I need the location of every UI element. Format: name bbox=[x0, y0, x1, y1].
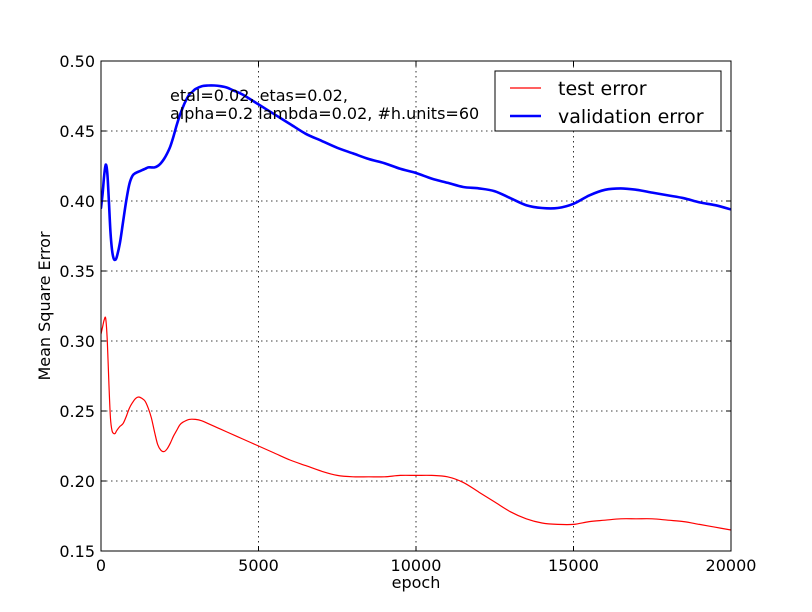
y-axis-label: Mean Square Error bbox=[35, 231, 54, 381]
y-tick-label: 0.30 bbox=[59, 332, 95, 351]
x-tick-label: 0 bbox=[96, 556, 106, 575]
y-tick-label: 0.20 bbox=[59, 472, 95, 491]
legend-box bbox=[494, 70, 722, 132]
x-tick-label: 20000 bbox=[706, 556, 757, 575]
tick-labels: 0 5000 10000 15000 20000 0.15 0.20 0.25 0.30 0.35… bbox=[59, 52, 756, 575]
x-tick-label: 15000 bbox=[548, 556, 599, 575]
series-line-test-error bbox=[101, 316, 731, 531]
y-tick-label: 0.15 bbox=[59, 542, 95, 561]
y-tick-label: 0.25 bbox=[59, 402, 95, 421]
legend: test error validation error bbox=[494, 70, 722, 132]
annotation-line-1: etal=0.02, etas=0.02, bbox=[170, 86, 348, 105]
annotation-line-2: alpha=0.2 lambda=0.02, #h.units=60 bbox=[170, 104, 479, 123]
series-line-validation-error bbox=[101, 84, 731, 262]
x-axis-label: epoch bbox=[392, 573, 441, 592]
ticks bbox=[100, 60, 732, 552]
x-tick-label: 10000 bbox=[391, 556, 442, 575]
legend-entry-test-error: test error bbox=[558, 78, 647, 100]
y-tick-label: 0.35 bbox=[59, 262, 95, 281]
y-tick-label: 0.45 bbox=[59, 122, 95, 141]
series-layer bbox=[101, 84, 731, 531]
legend-entry-validation-error: validation error bbox=[558, 106, 704, 128]
y-tick-label: 0.50 bbox=[59, 52, 95, 71]
x-tick-label: 5000 bbox=[238, 556, 279, 575]
y-tick-label: 0.40 bbox=[59, 192, 95, 211]
